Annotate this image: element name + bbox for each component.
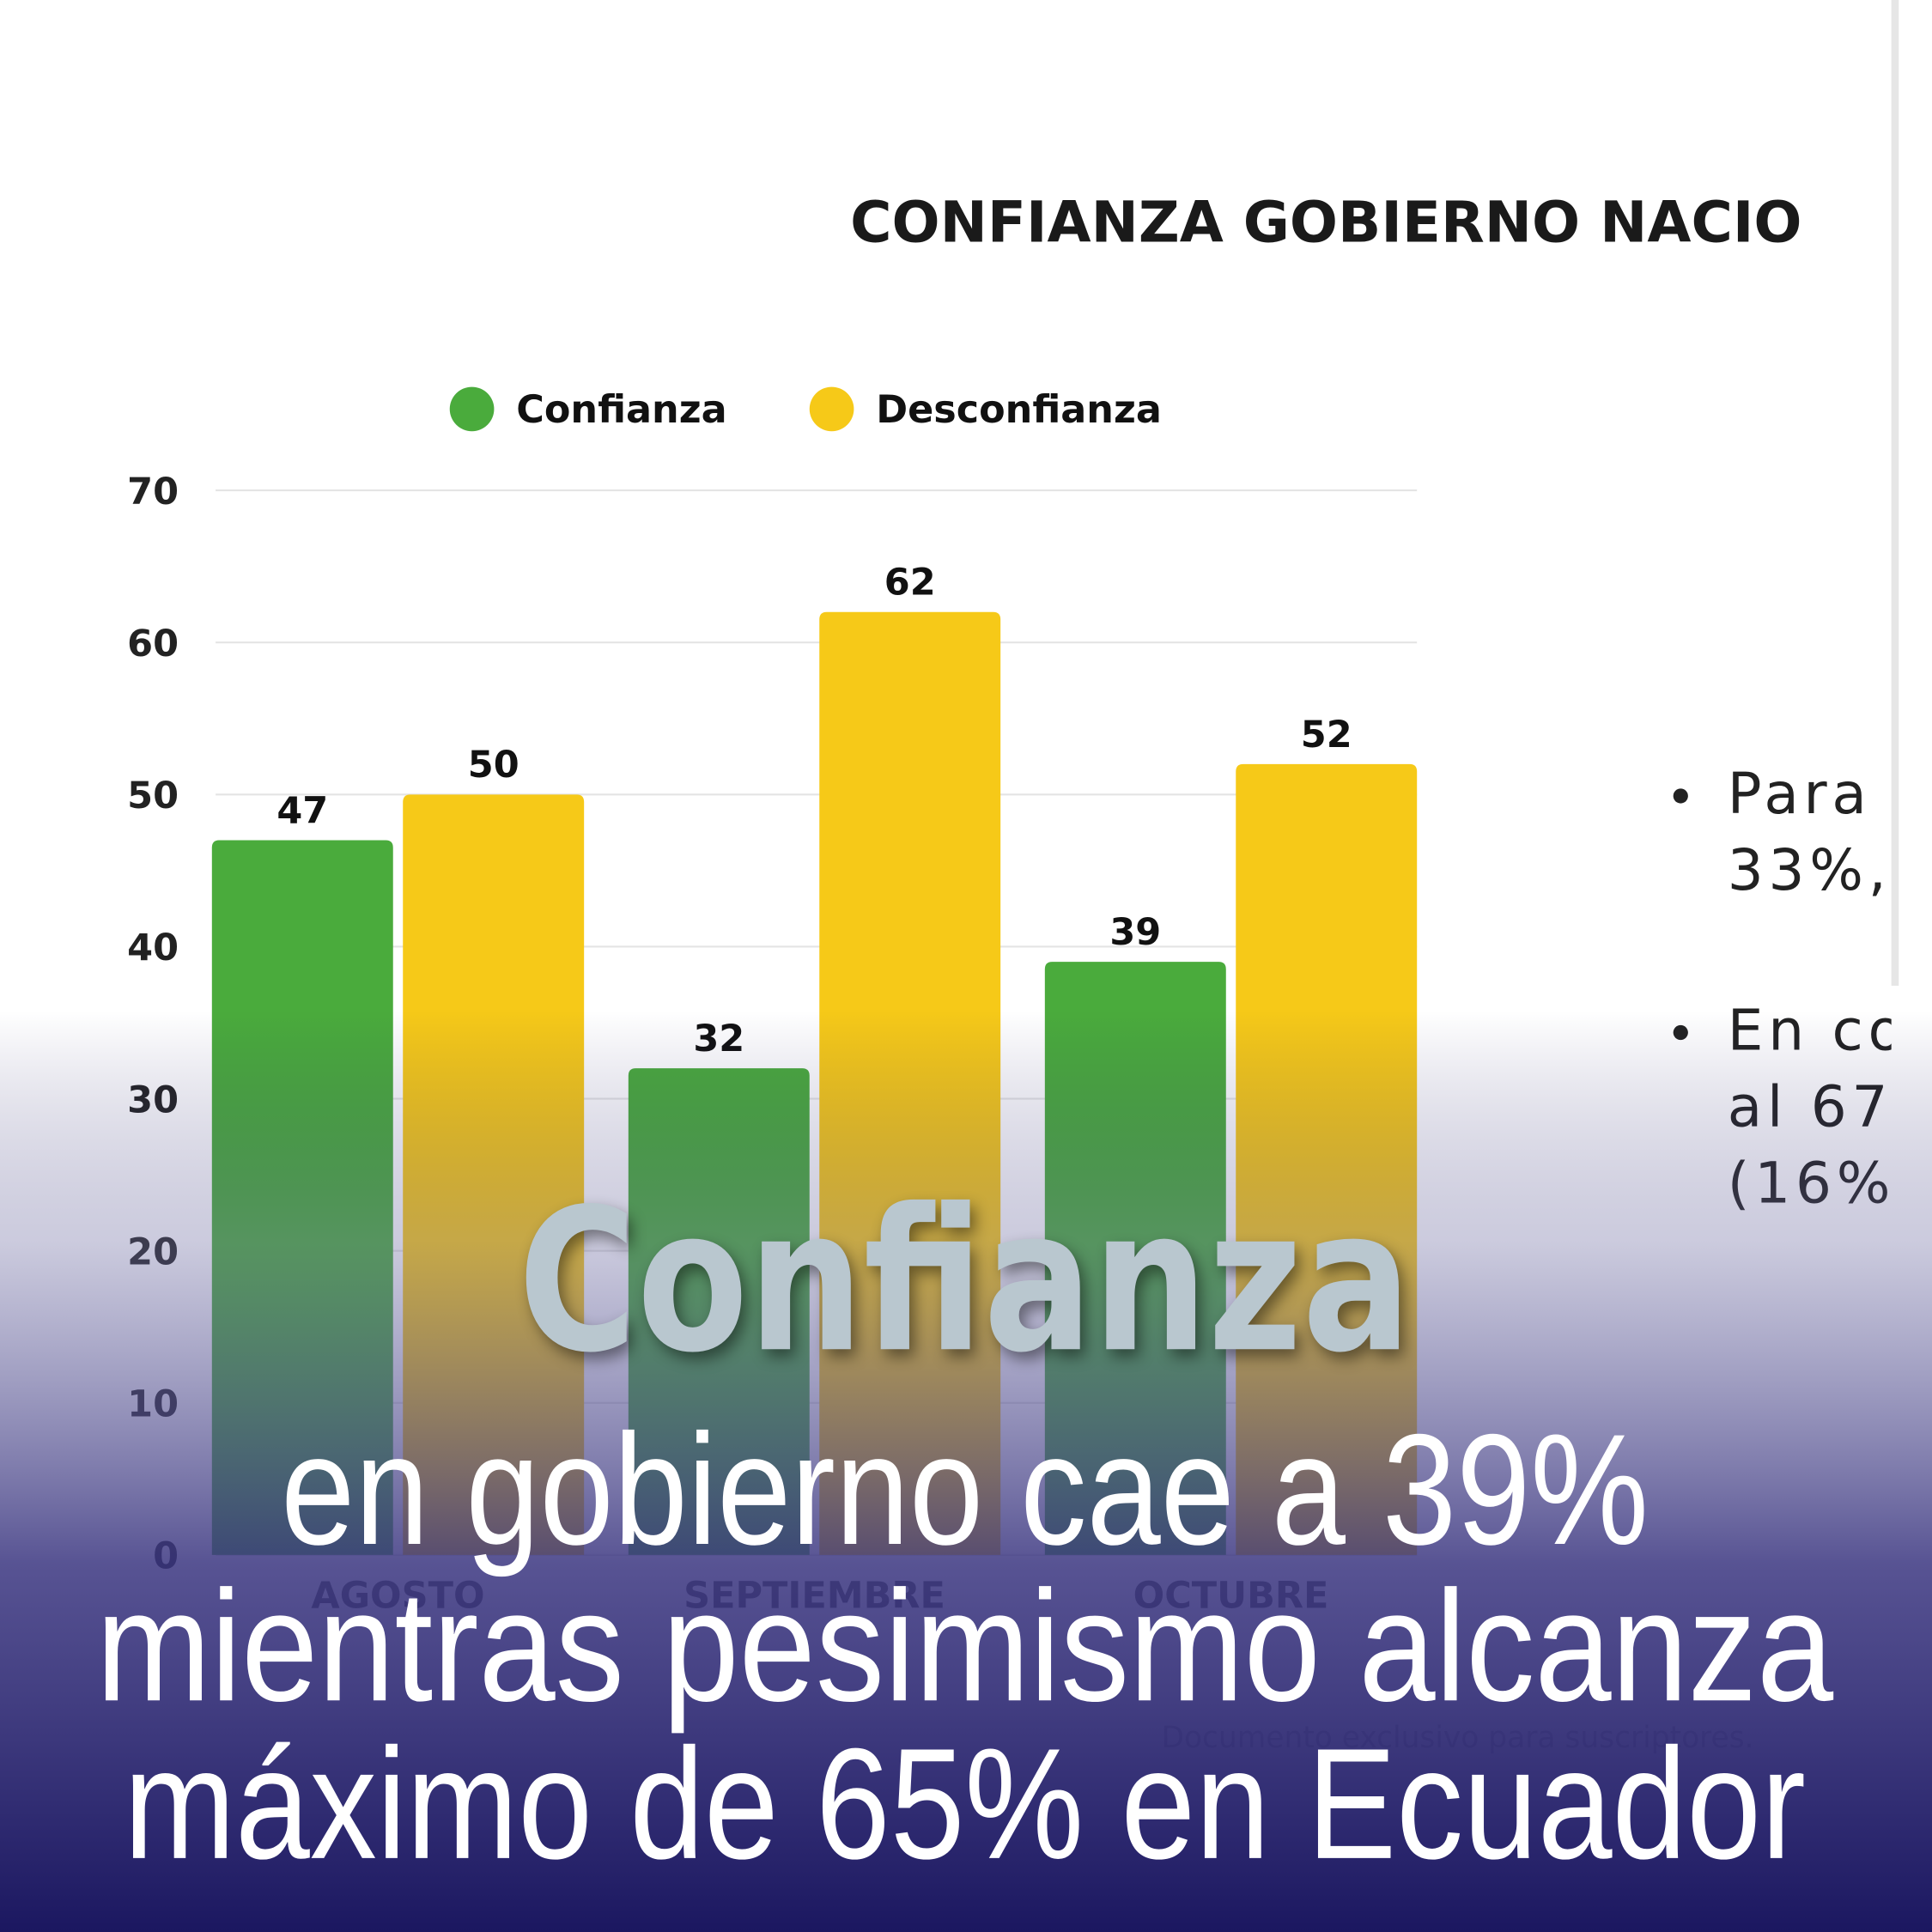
headline-line: en gobierno cae a 39%: [281, 1401, 1649, 1577]
value-label: 62: [884, 562, 936, 605]
headline-line: Confianza: [518, 1167, 1411, 1396]
overlay-gradient: [0, 1010, 1932, 1932]
value-label: 50: [468, 744, 519, 787]
side-note: Para Q: [1728, 761, 1932, 827]
headline-line: mientras pesimismo alcanza: [96, 1558, 1834, 1734]
legend-swatch: [449, 386, 495, 432]
headline-line: máximo de 65% en Ecuador: [124, 1716, 1806, 1892]
value-label: 47: [276, 789, 328, 832]
y-tick-label: 50: [127, 775, 179, 817]
legend-label: Confianza: [516, 388, 726, 432]
value-label: 52: [1301, 714, 1352, 756]
legend-swatch: [809, 386, 854, 432]
y-tick-label: 70: [127, 471, 179, 513]
chart-title: CONFIANZA GOBIERNO NACIO: [850, 189, 1801, 255]
value-label: 39: [1109, 911, 1161, 954]
bullet: [1673, 788, 1688, 804]
y-tick-label: 60: [127, 623, 179, 665]
y-tick-label: 40: [127, 927, 179, 969]
side-note: 33%,: [1728, 837, 1892, 903]
legend-label: Desconfianza: [876, 388, 1162, 432]
